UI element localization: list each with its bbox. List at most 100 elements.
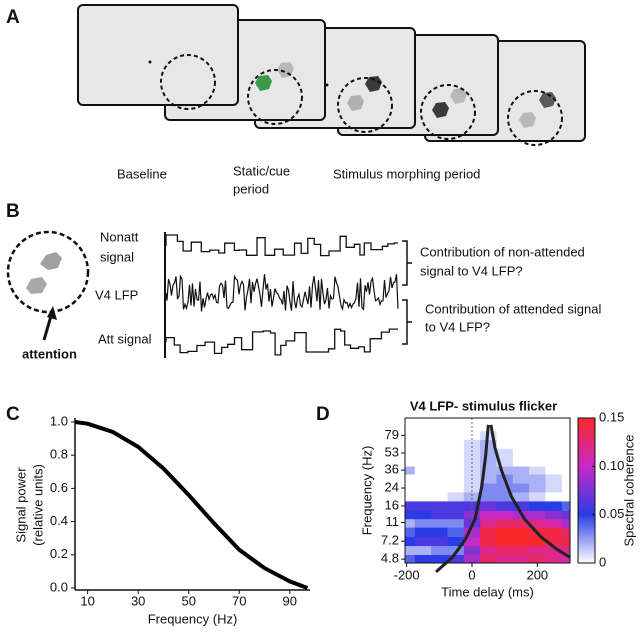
heat-cell (529, 421, 546, 432)
heat-cell (480, 466, 497, 475)
line (74, 420, 309, 590)
heat-cell (414, 545, 432, 555)
y-tick-label: 0.4 (50, 513, 68, 528)
heat-cell (414, 527, 432, 537)
heat-cell (414, 554, 432, 563)
heat-cell (561, 527, 570, 537)
heat-cell (447, 518, 465, 528)
signal-label: Nonatt (100, 229, 139, 244)
heat-cell (447, 474, 465, 484)
x-tick-label: 30 (131, 593, 145, 608)
heat-cell (431, 483, 448, 493)
heat-cell (496, 510, 514, 520)
x-axis-label: Time delay (ms) (441, 584, 534, 599)
heat-cell (529, 510, 546, 520)
rf-circle (6, 230, 90, 314)
heat-cell (414, 492, 432, 502)
heat-cell (545, 527, 563, 537)
heat-cell (496, 492, 514, 502)
heat-cell (431, 421, 448, 432)
model-curve (489, 424, 571, 559)
stimulus (519, 112, 536, 128)
heat-cell (529, 448, 546, 459)
heat-cell (414, 430, 432, 441)
question: signal to V4 LFP? (420, 263, 523, 278)
heat-cell (545, 492, 563, 502)
heat-cell (545, 474, 563, 484)
heat-cell (545, 518, 563, 528)
y-tick-label: 4.8 (381, 551, 399, 566)
y-tick-label: 11 (386, 514, 400, 529)
heat-cell (480, 545, 497, 555)
heat-cell (561, 510, 570, 520)
heat-cell (545, 448, 563, 459)
x-tick-label: 70 (232, 593, 246, 608)
heat-cell (431, 554, 448, 563)
heat-cell (512, 421, 530, 432)
model-curve (435, 424, 490, 574)
heat-cell (431, 518, 448, 528)
stimulus (255, 75, 272, 91)
heat-cell (431, 545, 448, 555)
heat-cell (447, 554, 465, 563)
heat-cell (431, 466, 448, 475)
heat-cell (414, 466, 432, 475)
heat-cell (447, 439, 465, 449)
colorbar-tick-label: 0 (599, 554, 606, 569)
heat-cell (405, 439, 416, 449)
heat-cell (561, 457, 570, 467)
y-tick-label: 0.0 (50, 579, 68, 594)
heatmap (405, 421, 570, 563)
y-tick-label: 53 (385, 444, 399, 459)
heat-cell (480, 518, 497, 528)
heat-cell (480, 554, 497, 563)
colorbar (577, 417, 596, 564)
heat-cell (496, 448, 514, 459)
heat-cell (447, 448, 465, 459)
heat-cell (405, 527, 416, 537)
heat-cell (512, 545, 530, 555)
heat-cell (447, 483, 465, 493)
y-tick-label: 24 (385, 479, 399, 494)
heat-cell (431, 492, 448, 502)
heat-cell (512, 430, 530, 441)
stimulus (432, 102, 449, 118)
heat-cell (529, 492, 546, 502)
y-tick-label: 0.8 (50, 447, 68, 462)
fixation (325, 83, 329, 87)
heat-cell (447, 510, 465, 520)
heat-cell (463, 501, 481, 511)
nonatt-trace (165, 234, 398, 257)
heat-cell (431, 536, 448, 547)
heat-cell (414, 536, 432, 547)
stimulus (450, 88, 467, 104)
heat-cell (512, 554, 530, 563)
heat-cell (447, 457, 465, 467)
heat-cell (496, 518, 514, 528)
heat-cell (414, 439, 432, 449)
heat-cell (529, 439, 546, 449)
heat-cell (431, 439, 448, 449)
heat-cell (480, 510, 497, 520)
heat-cell (447, 430, 465, 441)
heat-cell (480, 448, 497, 459)
heat-cell (561, 466, 570, 475)
heat-cell (545, 545, 563, 555)
heat-cell (545, 483, 563, 493)
heat-cell (405, 518, 416, 528)
heat-cell (447, 421, 465, 432)
heat-cell (447, 492, 465, 502)
heat-cell (480, 501, 497, 511)
rf-circle (337, 77, 393, 133)
heat-cell (405, 448, 416, 459)
traces (165, 234, 399, 356)
heat-cell (496, 466, 514, 475)
screens (77, 4, 586, 146)
heat-cell (496, 501, 514, 511)
y-tick-label: 0.6 (50, 480, 68, 495)
heat-cell (431, 474, 448, 484)
stimulus (26, 277, 47, 294)
heat-cell (561, 483, 570, 493)
heat-cell (512, 518, 530, 528)
heat-cell (480, 536, 497, 547)
